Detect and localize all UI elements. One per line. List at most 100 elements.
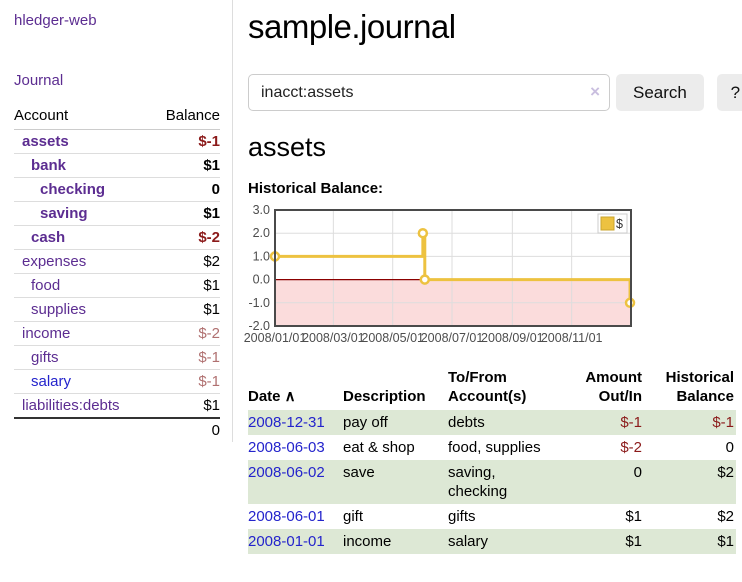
app-title-link[interactable]: hledger-web	[14, 12, 97, 29]
transaction-amount: $-1	[620, 414, 642, 431]
account-link[interactable]: saving	[40, 205, 88, 222]
account-balance: $1	[117, 201, 220, 226]
account-link[interactable]: salary	[31, 373, 72, 390]
transaction-date-link[interactable]: 2008-12-31	[248, 414, 325, 431]
account-link[interactable]: food	[31, 277, 61, 294]
transaction-balance: $1	[717, 533, 734, 550]
account-row: cash $-2	[14, 225, 220, 250]
total-spacer	[14, 417, 117, 442]
svg-text:2.0: 2.0	[253, 226, 270, 240]
account-link[interactable]: gifts	[31, 349, 59, 366]
account-row: assets $-1	[14, 130, 220, 154]
transaction-description: save	[343, 464, 375, 481]
transaction-date-link[interactable]: 2008-06-01	[248, 508, 325, 525]
account-balance: $2	[117, 249, 220, 274]
transaction-balance: $2	[717, 508, 734, 525]
transaction-accounts: gifts	[448, 508, 476, 525]
transaction-date-link[interactable]: 2008-06-02	[248, 464, 325, 481]
transaction-row: 2008-01-01 income salary $1 $1	[248, 529, 736, 554]
clear-search-icon[interactable]: ×	[590, 82, 600, 101]
svg-text:0.0: 0.0	[253, 273, 270, 287]
svg-text:2008/11/01: 2008/11/01	[541, 331, 603, 345]
accounts-header-row: Account Balance	[14, 104, 220, 130]
account-balance: $1	[117, 297, 220, 322]
account-link[interactable]: income	[22, 325, 71, 342]
svg-text:2008/09/01: 2008/09/01	[481, 331, 544, 345]
account-column-header: Account	[14, 104, 117, 130]
transaction-accounts: debts	[448, 414, 485, 431]
account-link[interactable]: supplies	[31, 301, 87, 318]
transaction-date-link[interactable]: 2008-01-01	[248, 533, 325, 550]
transaction-accounts: saving, checking	[448, 464, 508, 500]
svg-text:2008/01/01: 2008/01/01	[244, 331, 307, 345]
transaction-description: pay off	[343, 414, 388, 431]
transaction-amount: $1	[625, 508, 642, 525]
account-balance: $1	[117, 273, 220, 298]
transaction-accounts: food, supplies	[448, 439, 541, 456]
txn-column-header: To/From Account(s)	[448, 369, 527, 405]
txn-column-header: Historical Balance	[665, 369, 734, 405]
transaction-amount: $-2	[620, 439, 642, 456]
account-row: saving $1	[14, 201, 220, 226]
account-link[interactable]: cash	[31, 229, 66, 246]
help-button[interactable]: ?	[716, 74, 742, 111]
search-bar: × Search ?	[248, 74, 742, 111]
sort-ascending-icon: ∧	[280, 388, 296, 405]
transaction-amount: 0	[633, 464, 642, 481]
page: hledger-web Journal Account Balance asse…	[0, 0, 742, 554]
svg-text:1.0: 1.0	[253, 249, 270, 263]
search-input[interactable]	[248, 74, 610, 111]
svg-text:2008/03/01: 2008/03/01	[302, 331, 365, 345]
account-link[interactable]: checking	[40, 181, 106, 198]
transaction-amount: $1	[625, 533, 642, 550]
accounts-total-value: 0	[117, 417, 220, 442]
accounts-table: Account Balance assets $-1 bank $1 checking 0…	[14, 104, 220, 442]
account-row: expenses $2	[14, 249, 220, 274]
svg-text:-1.0: -1.0	[248, 296, 270, 310]
sidebar: hledger-web Journal Account Balance asse…	[0, 0, 233, 442]
txn-column-header: Description	[343, 388, 426, 405]
historical-balance-chart: $3.0 2.0 1.0 0.0 -1.0 -2.0 2008/01/01 2008/03/0…	[244, 203, 742, 350]
txn-header-row: Date ∧ Description To/From Account(s) Amoun…	[248, 365, 736, 410]
account-balance: $-1	[117, 369, 220, 394]
txn-column-header[interactable]: Date ∧	[248, 388, 296, 405]
account-row: food $1	[14, 273, 220, 298]
transactions-table: Date ∧ Description To/From Account(s) Amoun…	[248, 365, 736, 554]
account-row: liabilities:debts $1	[14, 393, 220, 418]
sidebar-item-journal[interactable]: Journal	[14, 72, 64, 89]
account-row: income $-2	[14, 321, 220, 346]
svg-text:2008/07/01: 2008/07/01	[421, 331, 484, 345]
balance-column-header: Balance	[117, 104, 220, 130]
svg-text:2008/05/01: 2008/05/01	[361, 331, 424, 345]
search-button[interactable]: Search	[616, 74, 704, 111]
transaction-balance: $-1	[712, 414, 734, 431]
accounts-tbody: assets $-1 bank $1 checking 0 saving $1 cash $-2 e…	[14, 130, 220, 418]
transaction-balance: 0	[725, 439, 734, 456]
transaction-row: 2008-06-01 gift gifts $1 $2	[248, 504, 736, 529]
transaction-row: 2008-12-31 pay off debts $-1 $-1	[248, 410, 736, 435]
account-row: gifts $-1	[14, 345, 220, 370]
account-row: checking 0	[14, 177, 220, 202]
account-balance: $-2	[117, 225, 220, 250]
transaction-description: eat & shop	[343, 439, 415, 456]
account-row: salary $-1	[14, 369, 220, 394]
svg-text:-2.0: -2.0	[248, 319, 270, 333]
account-balance: 0	[117, 177, 220, 202]
account-link[interactable]: expenses	[22, 253, 87, 270]
transaction-date-link[interactable]: 2008-06-03	[248, 439, 325, 456]
account-link[interactable]: bank	[31, 157, 67, 174]
account-row: supplies $1	[14, 297, 220, 322]
txn-tbody: 2008-12-31 pay off debts $-1 $-1 2008-06-03 ea…	[248, 410, 736, 554]
account-balance: $-2	[117, 321, 220, 346]
account-link[interactable]: assets	[22, 133, 69, 150]
transaction-accounts: salary	[448, 533, 489, 550]
transaction-description: income	[343, 533, 392, 550]
transaction-row: 2008-06-02 save saving, checking 0 $2	[248, 460, 736, 504]
svg-text:3.0: 3.0	[253, 203, 270, 217]
transaction-balance: $2	[717, 464, 734, 481]
txn-column-header: Amount Out/In	[585, 369, 642, 405]
account-balance: $-1	[198, 133, 220, 150]
account-row: bank $1	[14, 153, 220, 178]
main-content: sample.journal × Search ? assets Histori…	[233, 0, 742, 554]
account-link[interactable]: liabilities:debts	[22, 397, 120, 414]
